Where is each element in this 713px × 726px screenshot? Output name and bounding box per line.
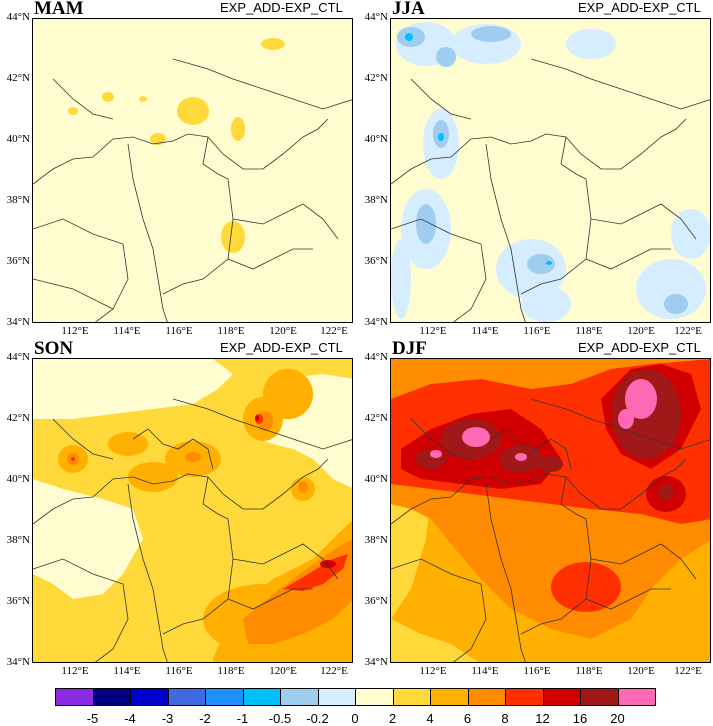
colorbar-swatch bbox=[242, 688, 281, 706]
lat-label: 40°N bbox=[364, 133, 388, 145]
colorbar-swatch bbox=[280, 688, 319, 706]
lon-label: 116°E bbox=[165, 325, 193, 337]
colorbar-swatch bbox=[430, 688, 469, 706]
lon-label: 112°E bbox=[419, 665, 447, 677]
lat-label: 40°N bbox=[364, 473, 388, 485]
lat-label: 44°N bbox=[6, 351, 30, 363]
panel-title: JJA bbox=[392, 0, 425, 19]
lat-label: 44°N bbox=[364, 11, 388, 23]
lon-label: 114°E bbox=[471, 665, 499, 677]
colorbar-level-label: 2 bbox=[388, 711, 397, 726]
colorbar-level-label: -0.2 bbox=[306, 711, 329, 726]
map-plot-jja bbox=[390, 18, 711, 323]
lat-label: 38°N bbox=[6, 194, 30, 206]
lon-label: 122°E bbox=[320, 665, 348, 677]
colorbar-swatch bbox=[467, 688, 506, 706]
lon-label: 116°E bbox=[523, 325, 551, 337]
colorbar-level-label: 16 bbox=[572, 711, 588, 726]
lat-label: 42°N bbox=[364, 72, 388, 84]
lat-label: 40°N bbox=[6, 473, 30, 485]
lat-label: 36°N bbox=[6, 255, 30, 267]
lon-label: 116°E bbox=[165, 665, 193, 677]
lon-label: 122°E bbox=[674, 665, 702, 677]
panel-title: DJF bbox=[392, 338, 427, 359]
colorbar-swatch bbox=[317, 688, 356, 706]
lon-label: 118°E bbox=[217, 325, 245, 337]
lat-label: 34°N bbox=[364, 656, 388, 668]
colorbar-level-label: -3 bbox=[161, 711, 174, 726]
colorbar-level-label: -2 bbox=[199, 711, 211, 726]
colorbar-swatch bbox=[130, 688, 169, 706]
panel-title: MAM bbox=[34, 0, 84, 19]
colorbar-level-label: -5 bbox=[86, 711, 99, 726]
lon-label: 118°E bbox=[575, 665, 603, 677]
lat-label: 42°N bbox=[6, 72, 30, 84]
colorbar-level-label: 20 bbox=[610, 711, 625, 726]
colorbar-swatch bbox=[542, 688, 581, 706]
lon-label: 118°E bbox=[575, 325, 603, 337]
lat-label: 40°N bbox=[6, 133, 30, 145]
lat-label: 38°N bbox=[364, 194, 388, 206]
lon-label: 114°E bbox=[113, 325, 141, 337]
lon-label: 114°E bbox=[113, 665, 141, 677]
colorbar-level-label: -0.5 bbox=[268, 711, 292, 726]
lat-label: 42°N bbox=[6, 412, 30, 424]
colorbar bbox=[55, 688, 656, 706]
panel-title: SON bbox=[34, 338, 74, 359]
colorbar-level-label: -4 bbox=[124, 711, 136, 726]
panel-subtitle: EXP_ADD-EXP_CTL bbox=[578, 340, 701, 355]
lon-label: 120°E bbox=[269, 665, 297, 677]
colorbar-swatch bbox=[580, 688, 619, 706]
panel-subtitle: EXP_ADD-EXP_CTL bbox=[220, 0, 343, 15]
colorbar-swatch bbox=[167, 688, 206, 706]
lon-label: 120°E bbox=[269, 325, 297, 337]
lon-label: 118°E bbox=[217, 665, 245, 677]
colorbar-swatch bbox=[617, 688, 656, 706]
lon-label: 122°E bbox=[320, 325, 348, 337]
colorbar-swatch bbox=[392, 688, 431, 706]
lon-label: 122°E bbox=[674, 325, 702, 337]
colorbar-level-label: -1 bbox=[236, 711, 249, 726]
lat-label: 38°N bbox=[364, 534, 388, 546]
lon-label: 120°E bbox=[627, 325, 655, 337]
lon-label: 112°E bbox=[419, 325, 447, 337]
lat-label: 42°N bbox=[364, 412, 388, 424]
map-plot-mam bbox=[32, 18, 353, 323]
colorbar-level-label: 12 bbox=[535, 711, 550, 726]
lat-label: 44°N bbox=[364, 351, 388, 363]
colorbar-level-label: 0 bbox=[351, 711, 359, 726]
lat-label: 34°N bbox=[6, 316, 30, 328]
colorbar-level-label: 6 bbox=[463, 711, 472, 726]
panel-subtitle: EXP_ADD-EXP_CTL bbox=[220, 340, 343, 355]
colorbar-level-label: 4 bbox=[426, 711, 434, 726]
lat-label: 34°N bbox=[6, 656, 30, 668]
lon-label: 120°E bbox=[627, 665, 655, 677]
colorbar-swatch bbox=[205, 688, 244, 706]
panel-subtitle: EXP_ADD-EXP_CTL bbox=[578, 0, 701, 15]
lat-label: 36°N bbox=[364, 255, 388, 267]
colorbar-swatch bbox=[505, 688, 544, 706]
colorbar-swatch bbox=[55, 688, 94, 706]
lon-label: 112°E bbox=[61, 665, 89, 677]
lat-label: 44°N bbox=[6, 11, 30, 23]
lat-label: 36°N bbox=[364, 595, 388, 607]
map-plot-son bbox=[32, 358, 353, 663]
lat-label: 34°N bbox=[364, 316, 388, 328]
lon-label: 116°E bbox=[523, 665, 551, 677]
colorbar-level-label: 8 bbox=[501, 711, 509, 726]
lon-label: 112°E bbox=[61, 325, 89, 337]
lat-label: 36°N bbox=[6, 595, 30, 607]
lat-label: 38°N bbox=[6, 534, 30, 546]
map-plot-djf bbox=[390, 358, 711, 663]
lon-label: 114°E bbox=[471, 325, 499, 337]
colorbar-swatch bbox=[355, 688, 394, 706]
colorbar-swatch bbox=[92, 688, 131, 706]
